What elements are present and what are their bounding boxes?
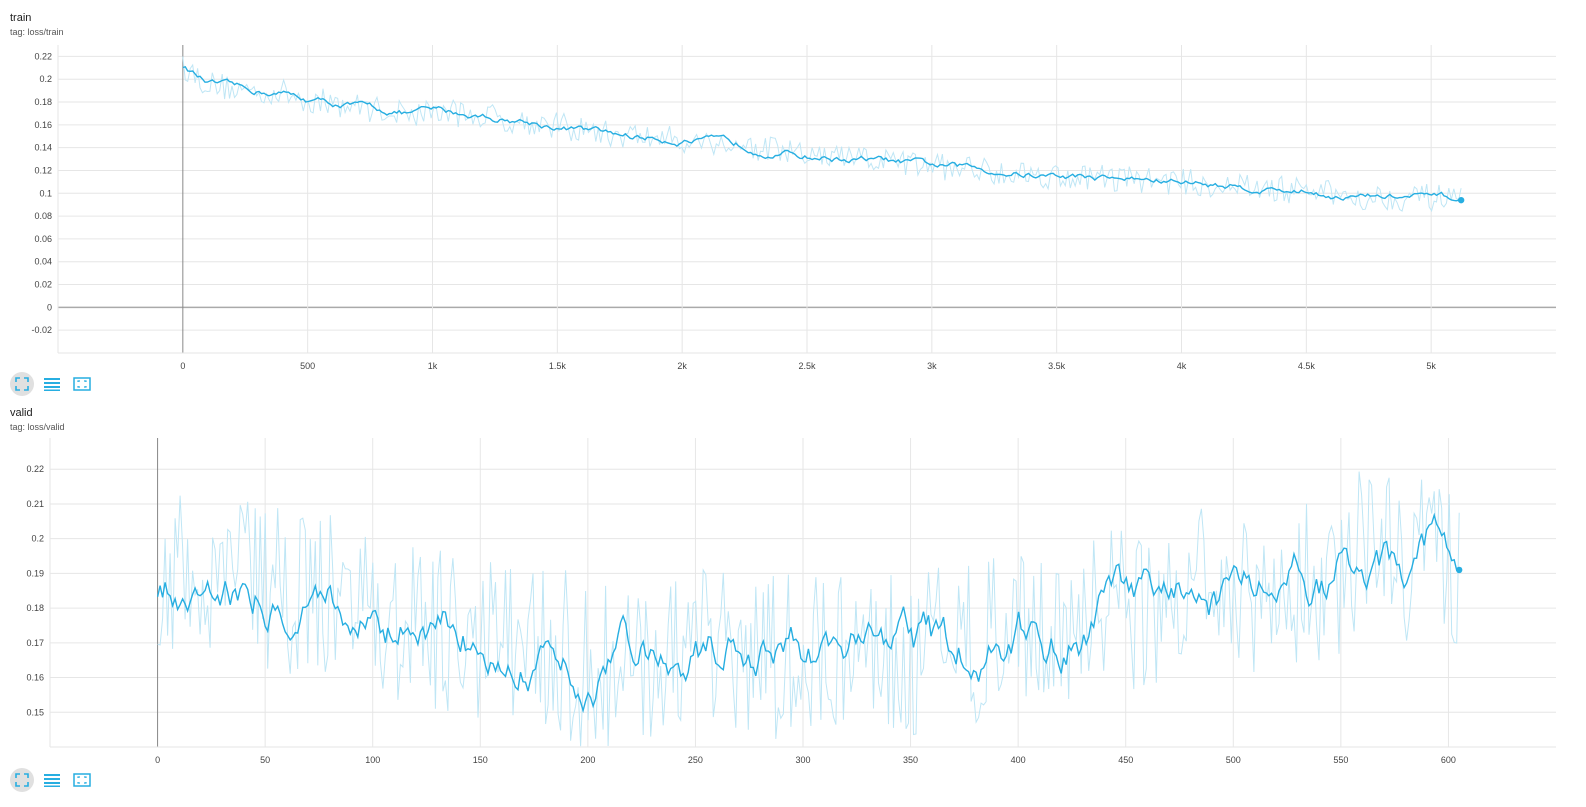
toggle-log-scale-button[interactable]	[40, 768, 64, 792]
x-tick-label: 2k	[677, 361, 687, 371]
x-tick-label: 3k	[927, 361, 937, 371]
x-tick-label: 200	[580, 755, 595, 765]
chart-controls	[10, 768, 94, 792]
x-tick-label: 4.5k	[1298, 361, 1316, 371]
x-tick-label: 1k	[428, 361, 438, 371]
y-tick-label: 0	[47, 302, 52, 312]
x-tick-label: 50	[260, 755, 270, 765]
y-tick-label: 0.19	[26, 568, 44, 578]
x-tick-label: 250	[688, 755, 703, 765]
chart-controls	[10, 372, 94, 396]
raw-series-line	[182, 56, 1462, 213]
y-tick-label: 0.16	[26, 673, 44, 683]
y-tick-label: 0.18	[34, 97, 52, 107]
valid-loss-chart[interactable]: 0.15 0.16 0.17 0.18 0.19 0.2 0.21 0.22 0 50 100 150…	[0, 395, 1586, 805]
x-tick-label: 150	[473, 755, 488, 765]
x-tick-label: 550	[1333, 755, 1348, 765]
x-tick-label: 500	[1226, 755, 1241, 765]
reset-zoom-icon	[73, 773, 91, 787]
chart-tag: tag: loss/valid	[10, 422, 65, 432]
fit-domain-icon	[15, 377, 29, 391]
x-tick-label: 4k	[1177, 361, 1187, 371]
fit-domain-icon	[15, 773, 29, 787]
y-tick-label: 0.14	[34, 143, 52, 153]
y-tick-label: -0.02	[31, 325, 52, 335]
y-tick-label: 0.18	[26, 603, 44, 613]
fit-domain-button[interactable]	[10, 768, 34, 792]
y-tick-label: 0.2	[31, 534, 44, 544]
toggle-log-scale-icon	[44, 774, 60, 787]
y-tick-label: 0.15	[26, 707, 44, 717]
valid-chart-card: valid tag: loss/valid 0.15 0.16 0.17 0.18 0.…	[0, 395, 1586, 805]
y-tick-label: 0.17	[26, 638, 44, 648]
y-tick-label: 0.04	[34, 257, 52, 267]
x-tick-label: 350	[903, 755, 918, 765]
x-tick-label: 100	[365, 755, 380, 765]
smoothed-series-line	[156, 512, 1460, 714]
x-tick-label: 5k	[1426, 361, 1436, 371]
y-tick-label: 0.06	[34, 234, 52, 244]
train-chart-card: train tag: loss/train -0.02 0 0.02 0.04 0.06…	[0, 0, 1586, 400]
y-tick-label: 0.08	[34, 211, 52, 221]
y-tick-label: 0.16	[34, 120, 52, 130]
y-tick-label: 0.12	[34, 165, 52, 175]
reset-zoom-icon	[73, 377, 91, 391]
x-tick-label: 600	[1441, 755, 1456, 765]
x-tick-label: 400	[1011, 755, 1026, 765]
x-tick-label: 450	[1118, 755, 1133, 765]
x-tick-label: 0	[155, 755, 160, 765]
y-tick-label: 0.2	[39, 74, 52, 84]
x-tick-label: 1.5k	[549, 361, 567, 371]
fit-domain-button[interactable]	[10, 372, 34, 396]
chart-title: valid	[10, 407, 33, 419]
raw-series-line	[157, 471, 1460, 747]
y-tick-label: 0.21	[26, 499, 44, 509]
x-tick-label: 0	[180, 361, 185, 371]
train-loss-chart[interactable]: -0.02 0 0.02 0.04 0.06 0.08 0.1 0.12 0.14 0.16 0.1…	[0, 0, 1586, 400]
chart-tag: tag: loss/train	[10, 27, 64, 37]
reset-zoom-button[interactable]	[70, 372, 94, 396]
y-tick-label: 0.22	[26, 464, 44, 474]
chart-title: train	[10, 12, 32, 24]
x-tick-label: 300	[795, 755, 810, 765]
x-tick-label: 3.5k	[1048, 361, 1066, 371]
toggle-log-scale-button[interactable]	[40, 372, 64, 396]
y-tick-label: 0.22	[34, 51, 52, 61]
x-tick-label: 500	[300, 361, 315, 371]
x-tick-label: 2.5k	[798, 361, 816, 371]
last-point-marker	[1457, 196, 1465, 204]
y-tick-label: 0.1	[39, 188, 52, 198]
last-point-marker	[1455, 566, 1463, 574]
reset-zoom-button[interactable]	[70, 768, 94, 792]
toggle-log-scale-icon	[44, 378, 60, 391]
smoothed-series-line	[182, 65, 1462, 202]
y-tick-label: 0.02	[34, 280, 52, 290]
